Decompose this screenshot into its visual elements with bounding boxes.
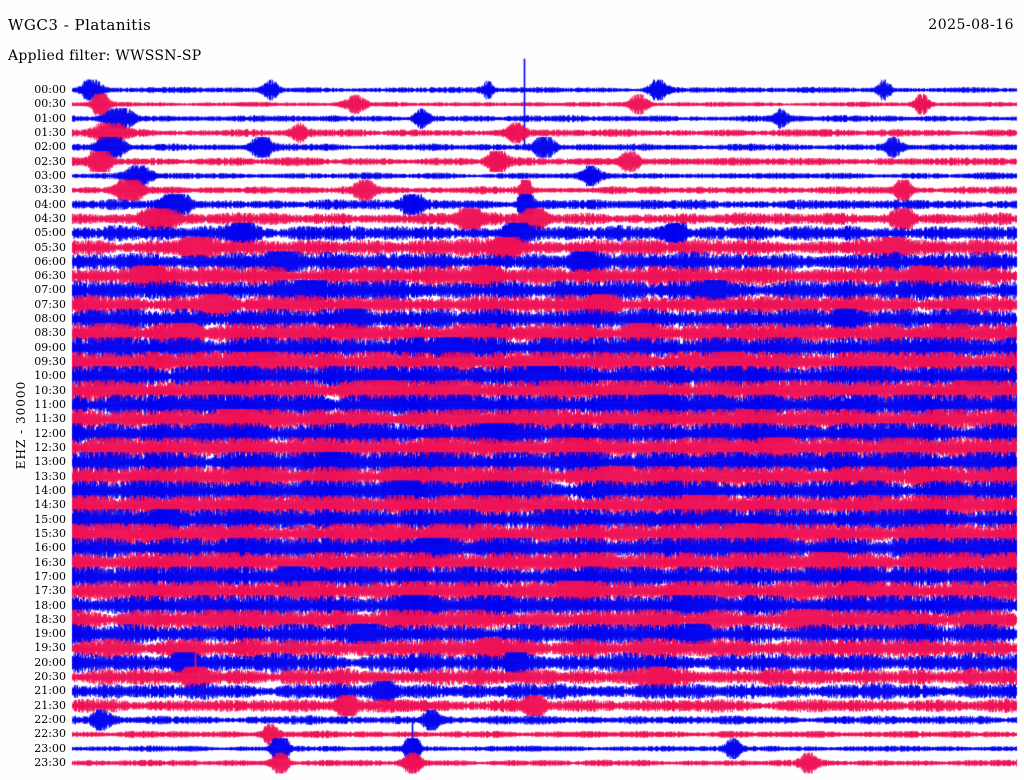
seismogram-page: WGC3 - Platanitis 2025-08-16 Applied fil…	[0, 0, 1024, 780]
seismogram-plot	[0, 0, 1024, 780]
